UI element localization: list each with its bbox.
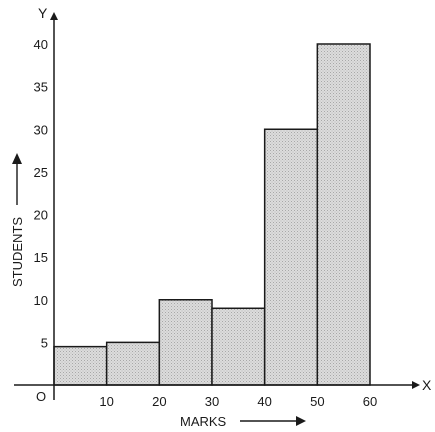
histogram-bar-10-20 [105, 341, 161, 386]
y-axis-label-arrow [12, 153, 22, 205]
x-axis-label: MARKS [180, 414, 227, 429]
histogram-bar-30-40 [211, 307, 266, 386]
y-tick-label-40: 40 [34, 37, 48, 52]
y-axis-label: STUDENTS [10, 217, 25, 287]
x-axis-letter: X [422, 377, 432, 393]
bars-group [53, 43, 371, 386]
x-tick-label-60: 60 [363, 394, 377, 409]
y-tick-label-20: 20 [34, 208, 48, 223]
histogram-bar-50-60 [316, 43, 371, 386]
y-tick-label-5: 5 [41, 335, 48, 350]
y-tick-label-30: 30 [34, 122, 48, 137]
histogram-bar-0-10 [53, 345, 108, 386]
y-tick-label-25: 25 [34, 165, 48, 180]
y-tick-label-15: 15 [34, 250, 48, 265]
x-tick-label-20: 20 [152, 394, 166, 409]
y-tick-labels: 5 10 15 20 25 30 35 40 [34, 37, 48, 350]
y-tick-label-35: 35 [34, 80, 48, 95]
y-tick-label-10: 10 [34, 293, 48, 308]
x-tick-label-30: 30 [205, 394, 219, 409]
x-axis-label-arrow [240, 416, 306, 426]
histogram-bar-20-30 [158, 299, 213, 386]
x-tick-labels: 10 20 30 40 50 60 [99, 394, 377, 409]
histogram-bar-40-50 [263, 128, 319, 386]
x-tick-label-10: 10 [99, 394, 113, 409]
x-tick-label-40: 40 [257, 394, 271, 409]
x-tick-label-50: 50 [310, 394, 324, 409]
origin-label: O [36, 389, 46, 404]
y-axis-letter: Y [38, 5, 48, 21]
